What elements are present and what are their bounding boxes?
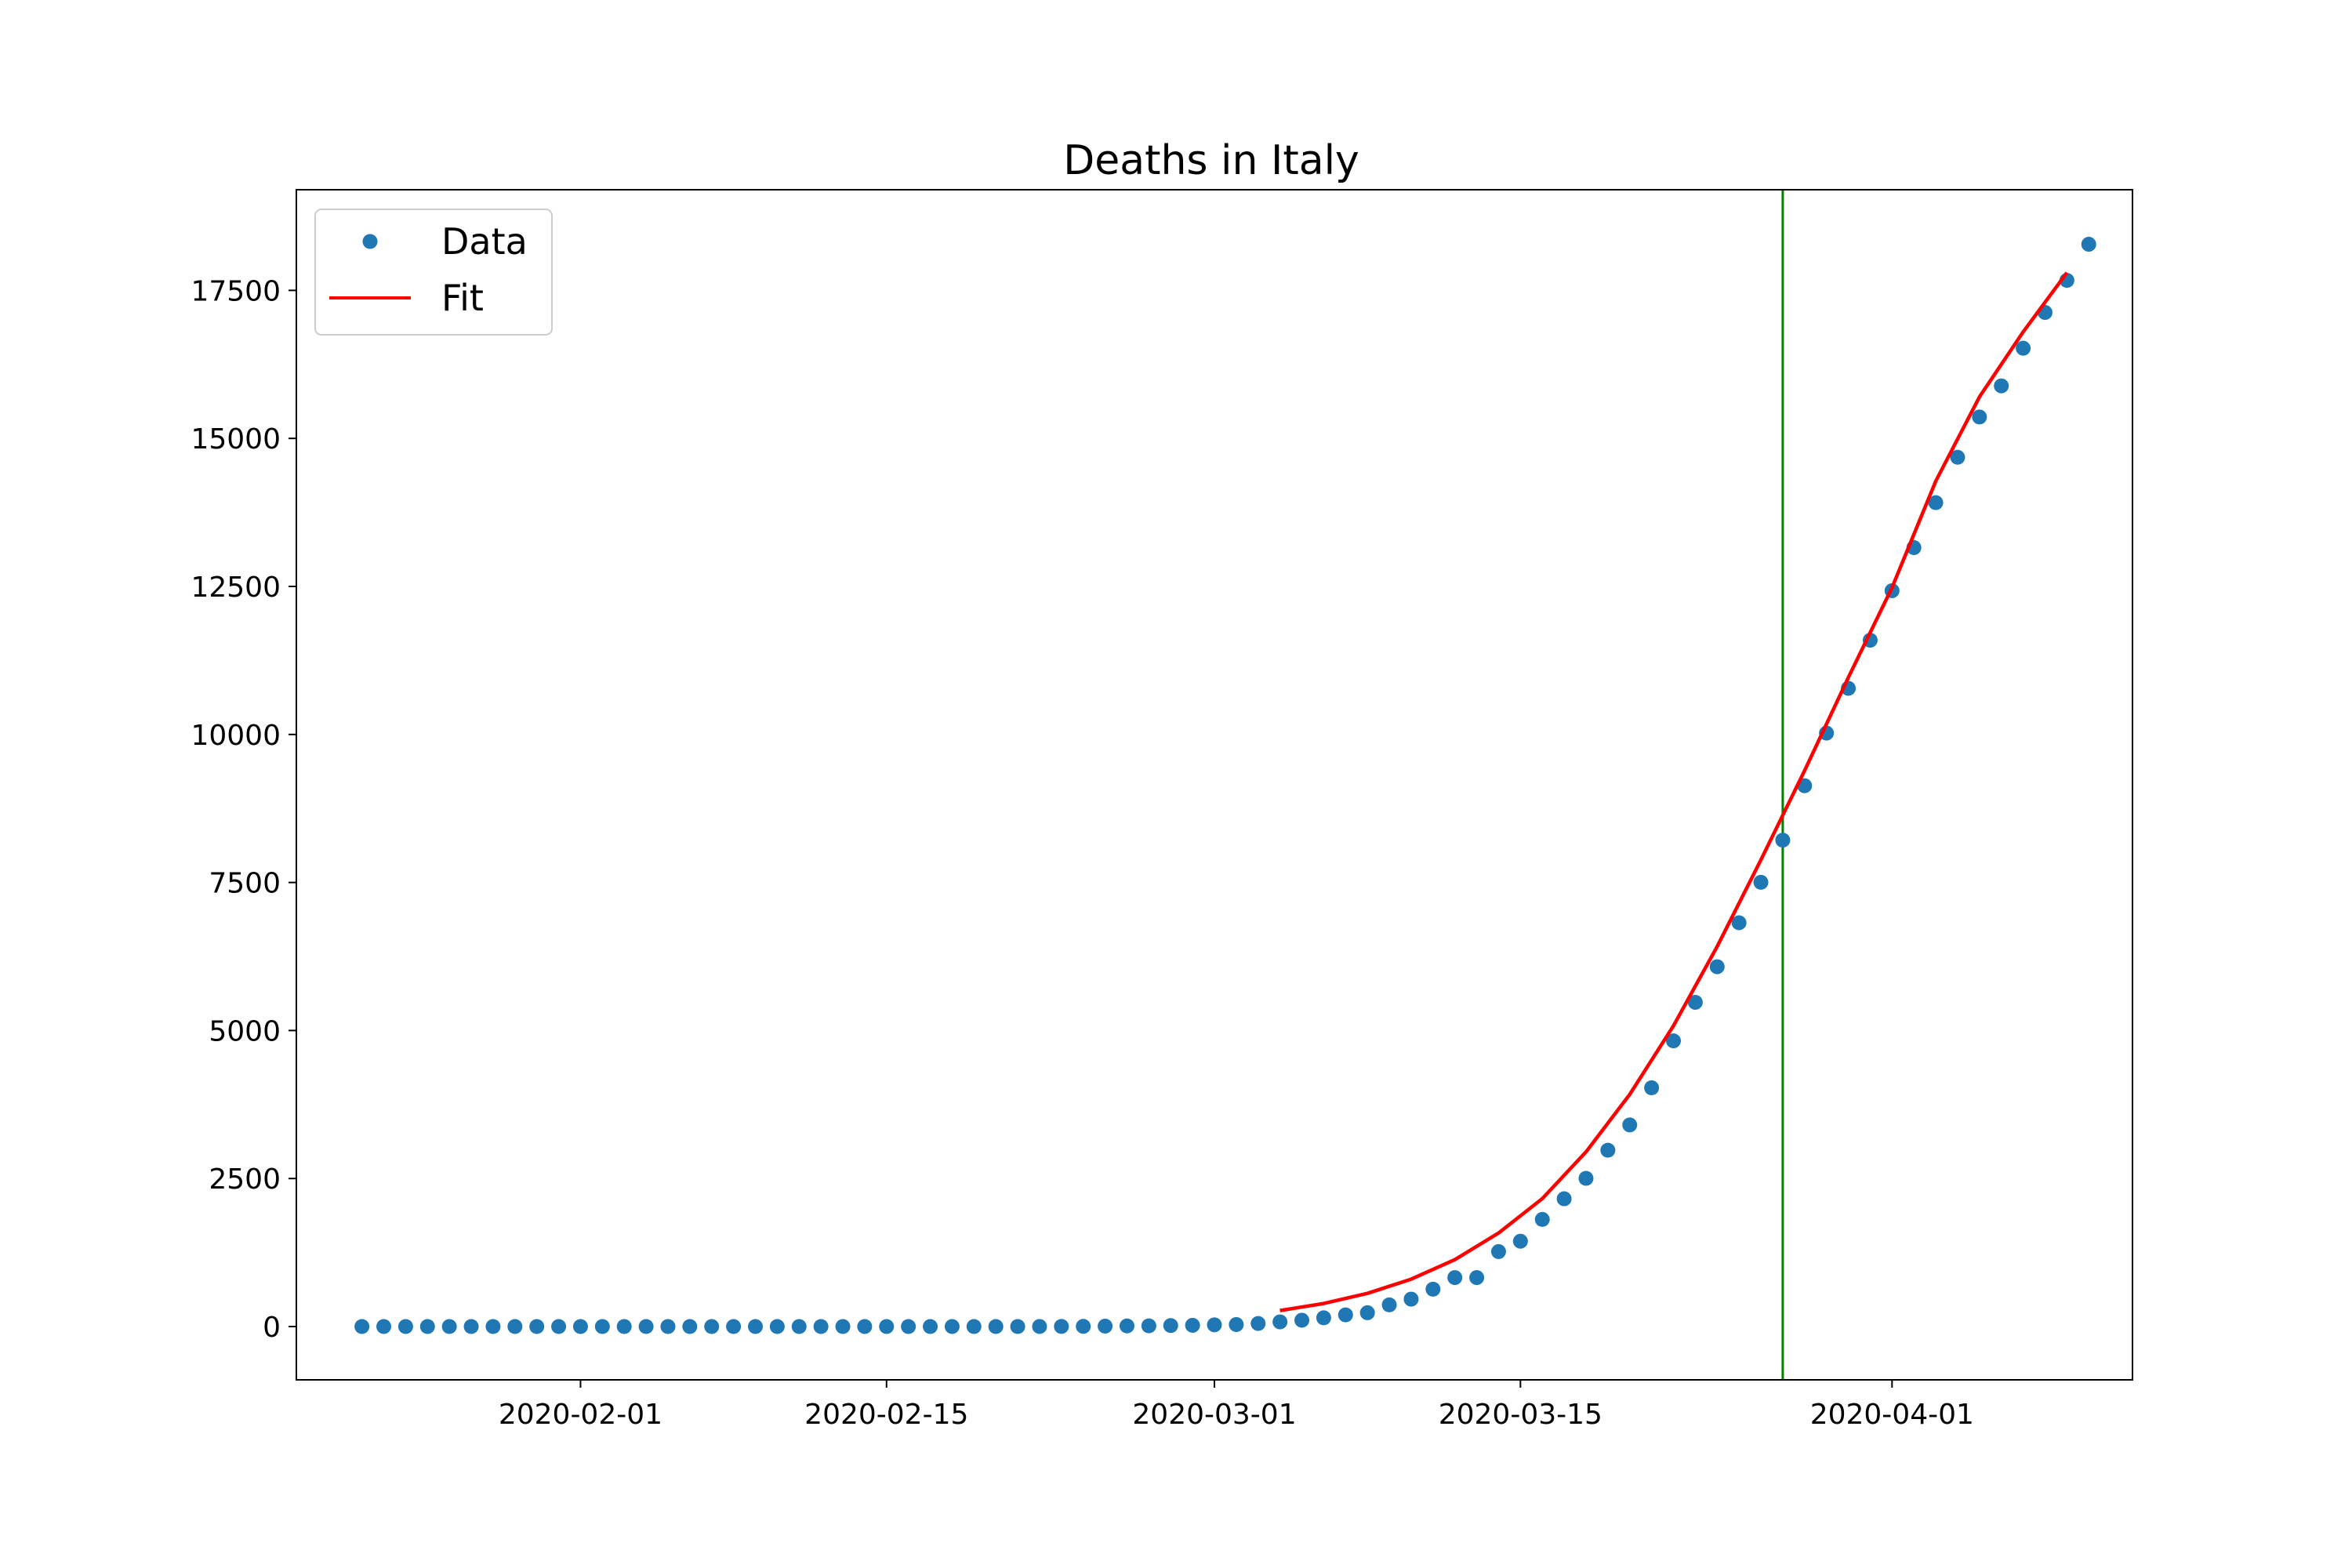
legend-data-marker bbox=[362, 234, 378, 249]
data-point bbox=[463, 1319, 479, 1334]
data-point bbox=[1469, 1270, 1485, 1286]
data-point bbox=[923, 1319, 938, 1334]
data-point bbox=[1098, 1319, 1113, 1334]
data-point bbox=[1775, 833, 1791, 848]
data-point bbox=[769, 1319, 785, 1334]
data-point bbox=[835, 1319, 851, 1334]
y-tick-label: 0 bbox=[263, 1312, 281, 1344]
axis-layer: 2020-02-01 2020-02-15 2020-03-01 2020-03-15… bbox=[191, 275, 1973, 1431]
y-tick-label: 10000 bbox=[191, 720, 281, 752]
axes-frame bbox=[296, 189, 2133, 1381]
data-point bbox=[1556, 1191, 1572, 1207]
data-point bbox=[1928, 495, 1944, 510]
data-point bbox=[1490, 1243, 1506, 1259]
data-point bbox=[529, 1319, 545, 1334]
data-point bbox=[988, 1319, 1004, 1334]
data-point bbox=[682, 1319, 698, 1334]
data-point bbox=[572, 1319, 588, 1334]
data-point bbox=[944, 1319, 960, 1334]
data-point bbox=[1272, 1314, 1288, 1330]
data-point bbox=[1731, 915, 1747, 931]
data-point bbox=[1163, 1318, 1178, 1334]
data-point bbox=[638, 1319, 654, 1334]
data-point bbox=[507, 1319, 523, 1334]
data-point bbox=[857, 1319, 873, 1334]
data-point bbox=[726, 1319, 742, 1334]
y-tick-label: 12500 bbox=[191, 572, 281, 604]
y-tick-label: 2500 bbox=[209, 1163, 281, 1196]
data-point bbox=[1534, 1211, 1550, 1227]
data-point bbox=[704, 1319, 720, 1334]
data-point bbox=[1447, 1270, 1463, 1286]
data-point bbox=[1381, 1297, 1397, 1312]
data-point bbox=[1644, 1080, 1660, 1096]
data-point bbox=[748, 1319, 763, 1334]
data-point bbox=[1338, 1307, 1353, 1323]
data-point bbox=[551, 1319, 567, 1334]
x-tick-label: 2020-03-01 bbox=[1132, 1399, 1296, 1431]
chart-title: Deaths in Italy bbox=[1063, 137, 1359, 184]
y-tick-label: 7500 bbox=[209, 868, 281, 900]
data-point bbox=[1512, 1233, 1528, 1249]
y-tick-label: 17500 bbox=[191, 275, 281, 307]
y-tick-label: 5000 bbox=[209, 1015, 281, 1047]
data-point bbox=[1709, 959, 1725, 975]
data-point bbox=[1119, 1318, 1134, 1334]
data-point bbox=[791, 1319, 807, 1334]
data-point bbox=[485, 1319, 501, 1334]
legend-label-fit: Fit bbox=[441, 277, 484, 319]
legend: Data Fit bbox=[314, 209, 553, 336]
data-point bbox=[1229, 1316, 1244, 1332]
y-tick-label: 15000 bbox=[191, 423, 281, 456]
data-point bbox=[1994, 378, 2009, 394]
data-point bbox=[1753, 874, 1769, 890]
data-point bbox=[1250, 1316, 1266, 1331]
data-point bbox=[1666, 1033, 1681, 1049]
data-point bbox=[1294, 1312, 1310, 1328]
fit-line bbox=[1279, 271, 2069, 1312]
x-tick-label: 2020-04-01 bbox=[1810, 1399, 1974, 1431]
x-tick-label: 2020-03-15 bbox=[1439, 1399, 1602, 1431]
data-point bbox=[1054, 1319, 1069, 1334]
legend-label-data: Data bbox=[441, 220, 528, 263]
data-point bbox=[1316, 1310, 1331, 1326]
data-point bbox=[1578, 1171, 1594, 1186]
data-point bbox=[354, 1319, 370, 1334]
data-point bbox=[441, 1319, 457, 1334]
data-point bbox=[1622, 1117, 1638, 1133]
data-point bbox=[813, 1319, 829, 1334]
data-point bbox=[594, 1319, 610, 1334]
data-point bbox=[1207, 1317, 1222, 1333]
data-point bbox=[1141, 1318, 1156, 1334]
data-point bbox=[419, 1319, 435, 1334]
x-tick-label: 2020-02-15 bbox=[804, 1399, 968, 1431]
data-point bbox=[1403, 1291, 1419, 1307]
data-point bbox=[1600, 1142, 1616, 1158]
data-point bbox=[879, 1319, 895, 1334]
data-point bbox=[616, 1319, 632, 1334]
data-point bbox=[397, 1319, 413, 1334]
data-point bbox=[376, 1319, 392, 1334]
data-point bbox=[1950, 449, 1965, 465]
data-point bbox=[660, 1319, 676, 1334]
data-point bbox=[1032, 1319, 1047, 1334]
data-point bbox=[1185, 1317, 1200, 1333]
plot-layer bbox=[354, 190, 2096, 1380]
x-tick-label: 2020-02-01 bbox=[499, 1399, 662, 1431]
data-point bbox=[1010, 1319, 1025, 1334]
data-point bbox=[1076, 1319, 1091, 1334]
data-point bbox=[1425, 1281, 1441, 1297]
data-point bbox=[966, 1319, 982, 1334]
data-point bbox=[1972, 409, 1987, 425]
data-point bbox=[901, 1319, 916, 1334]
data-point bbox=[2016, 340, 2031, 356]
data-point bbox=[1359, 1305, 1375, 1320]
data-point bbox=[2081, 237, 2096, 252]
data-point bbox=[1687, 994, 1703, 1010]
